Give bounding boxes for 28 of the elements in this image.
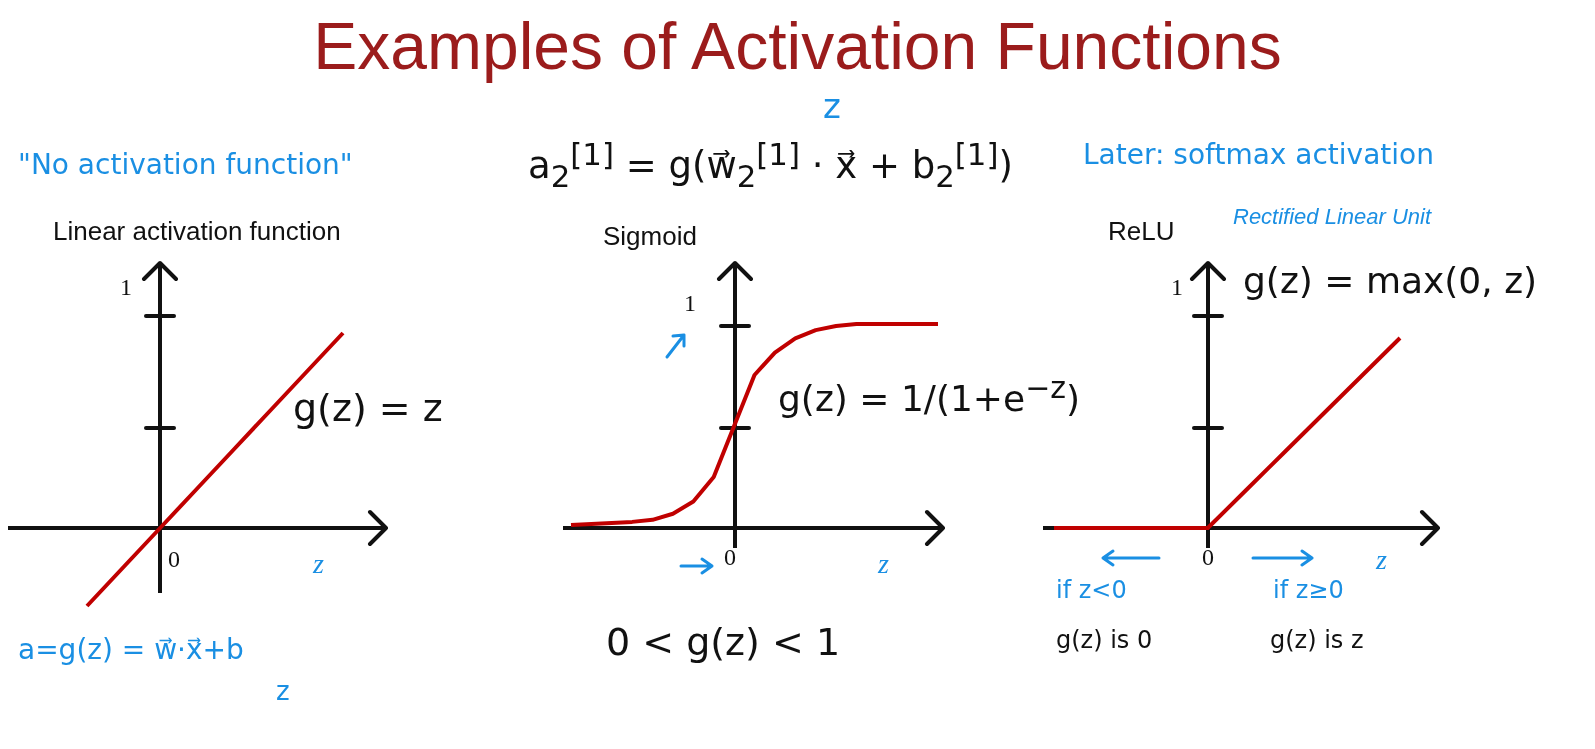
text: Examples of Activation Functions xyxy=(312,8,1283,84)
text: 1 xyxy=(684,290,696,317)
x-axis-title: z xyxy=(313,548,324,580)
text: a=g(z) = w⃗·x⃗+b xyxy=(18,633,244,666)
text: z xyxy=(823,86,841,126)
text: g(z) is z xyxy=(1270,626,1364,654)
text: if z≥0 xyxy=(1273,576,1344,604)
text: 0 xyxy=(724,544,736,571)
text: g(z) = max(0, z) xyxy=(1243,260,1538,301)
chart-subtitle: Rectified Linear Unit xyxy=(1233,204,1432,230)
chart-title: ReLU xyxy=(1108,216,1175,247)
text: "No activation function" xyxy=(18,148,353,181)
x-axis-title: z xyxy=(1376,544,1387,576)
annotation: 0 xyxy=(168,546,180,573)
annotation: g(z) = z xyxy=(293,386,443,430)
text: z xyxy=(276,676,290,706)
text: 0 < g(z) < 1 xyxy=(606,620,841,664)
text: 1 xyxy=(120,274,132,301)
text: g(z) is 0 xyxy=(1056,626,1153,654)
text: 0 xyxy=(1202,544,1214,571)
x-axis-title: z xyxy=(878,548,889,580)
text: a$_{2}$$^{[1]}$ = g(w⃗$_{2}$$^{[1]}$ · x⃗ + b$_{2}$$^{[1]}$) xyxy=(528,136,1013,194)
annotation: g(z) = 1/(1+e$^{−z}$) xyxy=(778,370,1081,419)
text: Later: softmax activation xyxy=(1083,138,1434,171)
chart-title: Linear activation function xyxy=(53,216,341,247)
text: if z<0 xyxy=(1056,576,1127,604)
chart-title: Sigmoid xyxy=(603,221,697,252)
text: 1 xyxy=(1171,274,1183,301)
